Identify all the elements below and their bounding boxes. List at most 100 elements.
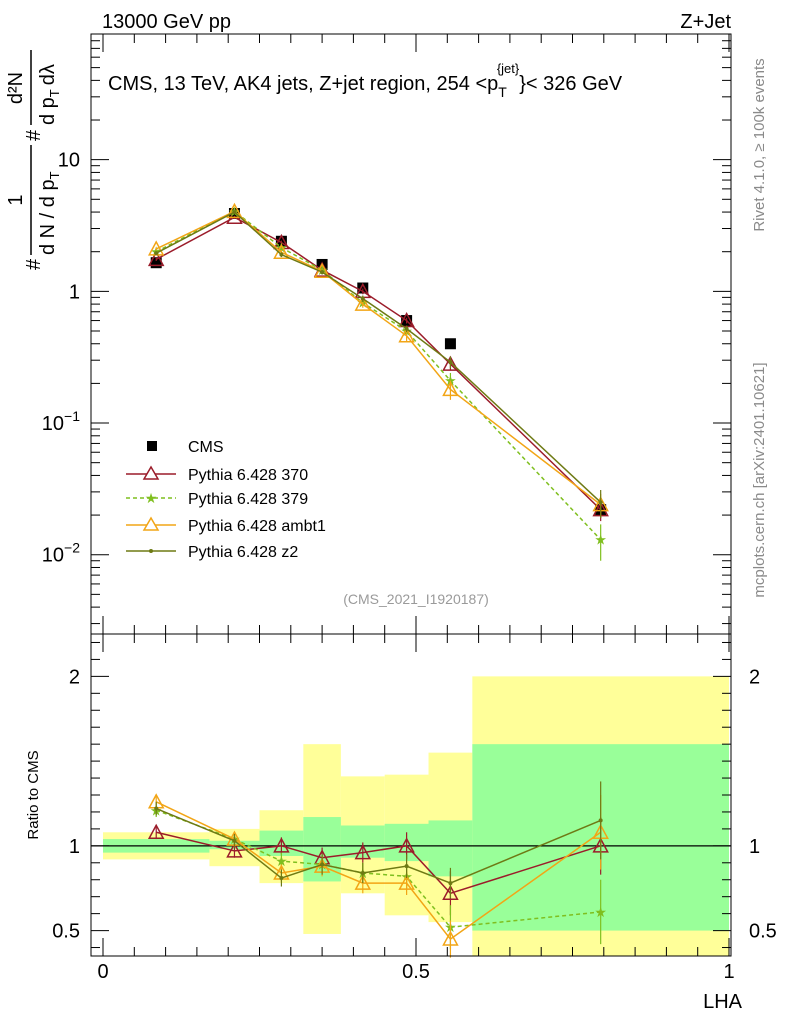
ratio-plot-content: ★★★★★★★★: [91, 676, 731, 958]
main-pythia-6-428-z2-line: [155, 211, 602, 503]
ratio-pythia-6-428-370-line: [156, 831, 601, 895]
main-pythia-6-428-379-point-7: ★: [594, 532, 607, 548]
legend-label-cms: CMS: [188, 439, 224, 456]
main-ytick-label-2: 1: [69, 281, 80, 303]
ratio-pythia-6-428-370-point-2: [273, 837, 290, 853]
chart-title-end: }< 326 GeV: [519, 73, 623, 95]
ratio-pythia-6-428-z2-point-0: [154, 806, 159, 811]
ratio-plot-panel: ★★★★★★★★ 0.5 0.5 1 1 2 2 0 0.5 1 Ratio to CMS LH…: [25, 633, 777, 1013]
ylabel-hash-1: #: [23, 258, 45, 270]
main-pythia-6-428-z2-point-4: [360, 296, 365, 301]
ratio-pythia-6-428-z2-point-5: [404, 864, 409, 869]
ratio-pythia-6-428-370-point-5: [398, 837, 415, 853]
ratio-pythia-6-428-ambt1-point-5: [398, 874, 415, 890]
ratio-ytick-label-left-1: 1: [69, 836, 80, 858]
ratio-pythia-6-428-ambt1-point-4: [354, 874, 372, 890]
ratio-ytick-label-right-0: 0.5: [749, 921, 777, 943]
main-pythia-6-428-z2-point-6: [448, 360, 453, 365]
legend-item-379: ★ Pythia 6.428 379: [126, 490, 308, 508]
ylabel-den-2: d pTdλ: [37, 64, 62, 125]
main-pythia-6-428-z2-point-0: [154, 251, 159, 256]
main-ytick-label-base-0: 10: [42, 545, 64, 567]
ratio-ylabel: Ratio to CMS: [25, 750, 42, 839]
ratio-pythia-6-428-z2-point-7: [598, 818, 603, 823]
ratio-ytick-label-right-1: 1: [749, 836, 760, 858]
main-ylabel: # 1 d N / d pT # d²N d pTdλ: [5, 50, 62, 270]
ylabel-hash-2: #: [23, 129, 45, 141]
ratio-pythia-6-428-ambt1-point-6: [442, 930, 459, 946]
analysis-tag: (CMS_2021_I1920187): [343, 591, 489, 607]
main-pythia-6-428-370-point-0: [147, 250, 165, 267]
ratio-ytick-label-left-0: 0.5: [52, 921, 80, 943]
ylabel-den-1: d N / d pT: [37, 171, 62, 255]
main-pythia-6-428-370-point-6: [442, 355, 459, 371]
main-pythia-6-428-ambt1-point-6: [442, 380, 459, 397]
ratio-xtick-label-0: 0: [97, 961, 108, 983]
ylabel-den-2-lambda: dλ: [37, 64, 59, 85]
ylabel-den-1-main: d N / d p: [37, 179, 59, 255]
main-ytick-label-base-3: 10: [58, 150, 80, 172]
legend-label-370: Pythia 6.428 370: [188, 467, 308, 484]
chart-title: CMS, 13 TeV, AK4 jets, Z+jet region, 254…: [108, 61, 623, 100]
legend-label-z2: Pythia 6.428 z2: [188, 544, 298, 561]
main-pythia-6-428-z2-point-1: [232, 210, 237, 215]
ratio-pythia-6-428-z2-point-2: [279, 876, 284, 881]
legend-marker-cms: [147, 441, 157, 451]
main-cms-point-6: [444, 338, 456, 350]
legend-marker-z2: [149, 549, 153, 553]
ylabel-den-2-sub: T: [47, 89, 62, 97]
ratio-xtick-label-1: 0.5: [402, 961, 430, 983]
legend-label-379: Pythia 6.428 379: [188, 491, 308, 508]
main-ytick-label-0: 10−2: [42, 540, 80, 567]
ratio-xtick-label-2: 1: [723, 961, 734, 983]
legend-item-cms: CMS: [147, 439, 224, 456]
stat-band-6: [428, 820, 473, 877]
ratio-pythia-6-428-379-point-7: ★: [594, 904, 607, 920]
ratio-pythia-6-428-z2-point-3: [320, 862, 325, 867]
ylabel-num-1: 1: [5, 194, 27, 205]
main-cms-point-0: [150, 257, 162, 269]
rivet-label: Rivet 4.1.0, ≥ 100k events: [751, 58, 768, 231]
legend-label-ambt1: Pythia 6.428 ambt1: [188, 518, 326, 535]
legend-item-370: Pythia 6.428 370: [126, 465, 308, 484]
ratio-ytick-label-right-2: 2: [749, 666, 760, 688]
ratio-axis-ticks: 0.5 0.5 1 1 2 2 0 0.5 1: [52, 634, 777, 983]
ylabel-den-2-main: d p: [37, 97, 59, 125]
legend-marker-ambt1: [142, 516, 160, 531]
ratio-pythia-6-428-370-point-1: [226, 842, 243, 858]
main-pythia-6-428-z2-point-3: [320, 270, 325, 275]
legend-item-z2: Pythia 6.428 z2: [126, 544, 298, 561]
mcplots-label: mcplots.cern.ch [arXiv:2401.10621]: [751, 362, 768, 597]
ratio-pythia-6-428-370-point-4: [354, 844, 372, 860]
main-pythia-6-428-z2-point-5: [404, 326, 409, 331]
main-pythia-6-428-ambt1-point-1: [226, 202, 243, 219]
xlabel: LHA: [703, 991, 743, 1013]
main-pythia-6-428-z2-point-2: [279, 252, 284, 257]
main-plot-content: ★★★★★★★★: [147, 202, 609, 561]
chart-title-sup: {jet}: [497, 61, 520, 76]
main-cms-point-4: [357, 282, 369, 294]
ratio-pythia-6-428-ambt1-line: [155, 801, 602, 941]
main-pythia-6-428-ambt1-point-5: [398, 327, 415, 343]
main-ytick-label-1: 10−1: [42, 408, 80, 435]
chart-title-sub: T: [498, 84, 507, 100]
main-pythia-6-428-z2-point-7: [598, 500, 603, 505]
main-ytick-label-base-2: 1: [69, 281, 80, 303]
header-right: Z+Jet: [680, 11, 731, 33]
main-pythia-6-428-ambt1-line: [155, 210, 602, 506]
main-ytick-label-exp-0: −2: [64, 540, 80, 556]
main-pythia-6-428-370-line: [155, 216, 602, 511]
main-ytick-label-exp-1: −1: [64, 408, 80, 424]
ylabel-den-1-sub: T: [47, 171, 62, 179]
main-ytick-label-base-1: 10: [42, 413, 64, 435]
ratio-ytick-label-left-2: 2: [69, 666, 80, 688]
legend-item-ambt1: Pythia 6.428 ambt1: [126, 516, 326, 535]
ratio-pythia-6-428-z2-point-6: [448, 881, 453, 886]
legend-marker-370: [142, 465, 160, 480]
ratio-pythia-6-428-z2-point-1: [232, 838, 237, 843]
legend-marker-379: ★: [145, 490, 158, 506]
main-ytick-label-3: 10: [58, 150, 80, 172]
header-left: 13000 GeV pp: [102, 11, 231, 33]
main-pythia-6-428-379-line: [155, 210, 602, 541]
